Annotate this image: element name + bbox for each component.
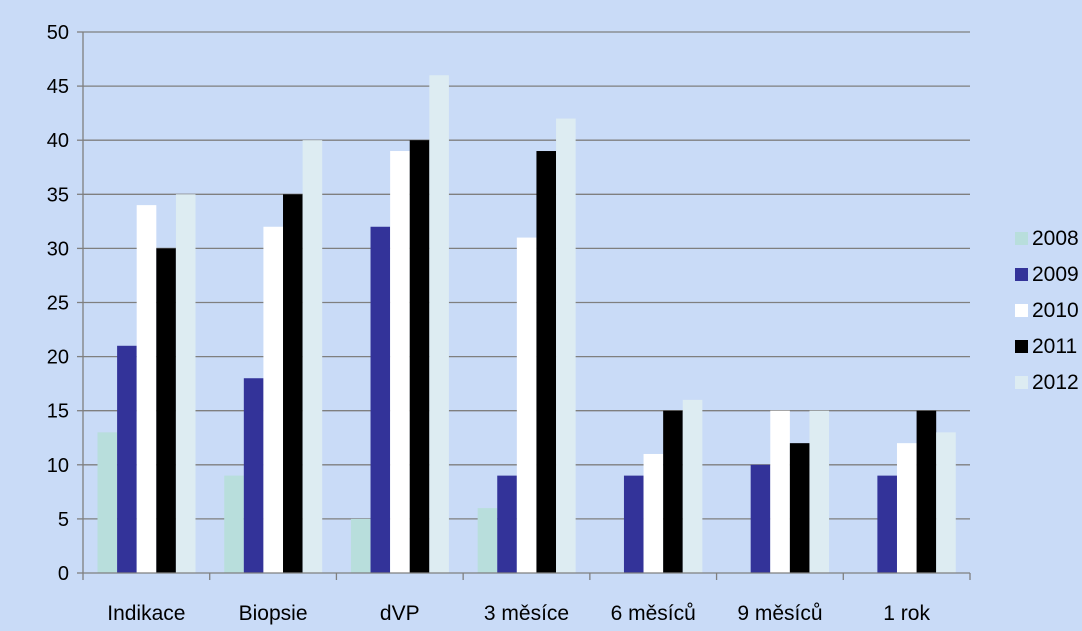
y-tick-label: 25 — [47, 293, 69, 315]
bar-2010-6 — [896, 443, 917, 573]
bar-2009-6 — [877, 475, 897, 573]
legend-label-2009: 2009 — [1032, 263, 1079, 286]
legend-swatch-2012 — [1015, 376, 1028, 389]
legend-label-2010: 2010 — [1032, 299, 1079, 322]
bar-2011-2 — [409, 140, 430, 573]
bar-2008-2 — [350, 518, 371, 573]
legend-label-2012: 2012 — [1032, 371, 1079, 394]
bar-2011-3 — [536, 151, 557, 573]
bar-2010-2 — [390, 151, 410, 573]
bar-2012-0 — [175, 194, 196, 574]
bar-2010-5 — [770, 410, 790, 573]
legend-swatch-2010 — [1015, 304, 1028, 317]
bar-2009-3 — [497, 475, 517, 573]
bar-2009-4 — [623, 475, 644, 573]
y-tick-label: 15 — [47, 401, 69, 423]
y-tick-label: 45 — [47, 76, 69, 98]
bar-2008-1 — [224, 475, 244, 573]
bar-2012-3 — [556, 118, 576, 573]
legend-label-2011: 2011 — [1032, 335, 1077, 358]
legend-swatch-2011 — [1015, 340, 1028, 353]
bar-2011-0 — [156, 248, 176, 573]
x-tick-label: 1 rok — [883, 602, 930, 625]
bars — [97, 75, 956, 574]
y-tick-label: 20 — [47, 347, 69, 369]
legend-swatch-2008 — [1015, 232, 1028, 245]
bar-2012-1 — [302, 140, 323, 573]
y-tick-label: 30 — [47, 238, 69, 260]
bar-2011-5 — [789, 443, 810, 573]
y-tick-label: 5 — [58, 509, 69, 531]
bar-2008-3 — [477, 508, 498, 573]
bar-2012-4 — [682, 399, 703, 573]
bar-2009-2 — [370, 226, 391, 573]
bar-2012-2 — [429, 75, 449, 573]
bar-2011-1 — [283, 194, 303, 574]
bar-2009-1 — [243, 378, 264, 573]
x-tick-label: dVP — [380, 602, 420, 625]
bar-2011-4 — [663, 410, 683, 573]
x-tick-label: Biopsie — [239, 602, 308, 625]
y-tick-label: 40 — [47, 130, 69, 152]
bar-2010-3 — [516, 237, 537, 573]
bar-2010-0 — [136, 205, 157, 573]
bar-2012-6 — [936, 432, 956, 573]
x-tick-label: 3 měsíce — [484, 602, 569, 625]
x-tick-label: 9 měsíců — [737, 602, 822, 625]
y-tick-label: 10 — [47, 455, 69, 477]
bar-2009-0 — [117, 345, 137, 573]
x-tick-label: Indikace — [107, 602, 185, 625]
axes: 0 5 10 15 20 25 30 35 40 45 50 Indikace Biopsie dVP 3 … — [47, 22, 971, 625]
legend-swatch-2009 — [1015, 268, 1028, 281]
y-tick-label: 0 — [58, 563, 69, 585]
bar-2012-5 — [809, 410, 830, 573]
x-tick-label: 6 měsíců — [611, 602, 696, 625]
legend: 2008 2009 2010 2011 2012 — [1015, 227, 1079, 394]
bar-2010-1 — [263, 226, 284, 573]
bar-2009-5 — [750, 464, 771, 573]
bar-2010-4 — [643, 453, 664, 573]
y-tick-label: 35 — [47, 184, 69, 206]
bar-2008-0 — [97, 432, 118, 573]
y-tick-label: 50 — [47, 22, 69, 44]
legend-label-2008: 2008 — [1032, 227, 1079, 250]
bar-2011-6 — [916, 410, 937, 573]
